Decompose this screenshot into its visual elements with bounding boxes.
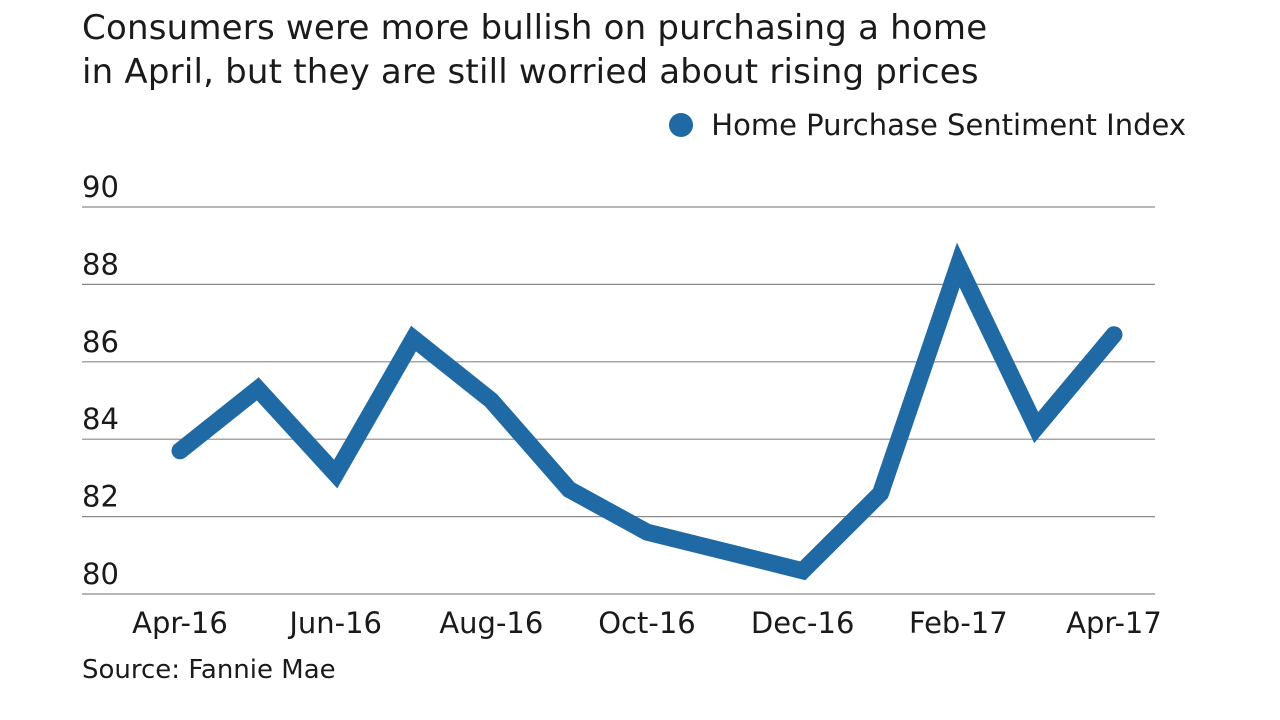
y-tick-label: 84 [82,402,119,436]
y-tick-label: 88 [82,247,119,281]
x-tick-label: Aug-16 [439,606,543,640]
y-tick-label: 86 [82,325,119,359]
legend-marker-icon [669,113,694,137]
data-point [724,550,726,552]
series-line-0 [171,242,1123,581]
data-point [413,338,414,340]
chart-title-line-2: in April, but they are still worried abo… [82,52,979,92]
series-group [171,242,1123,581]
x-tick-label: Jun-16 [287,606,382,640]
y-tick-label: 82 [82,480,119,514]
x-tick-label: Dec-16 [751,606,854,640]
x-tick-label: Apr-17 [1066,606,1162,640]
x-tick-label: Apr-16 [132,606,228,640]
chart-title-line-1: Consumers were more bullish on purchasin… [82,8,988,48]
data-point [646,531,648,533]
y-axis-labels: 80 82 84 86 88 90 [82,170,119,591]
data-point [257,388,259,390]
source-note: Source: Fannie Mae [82,655,336,685]
data-point [335,473,337,475]
data-point [179,450,181,452]
data-point [802,570,804,572]
chart-title: Consumers were more bullish on purchasin… [82,6,1202,94]
data-point [568,489,570,491]
x-tick-label: Oct-16 [598,606,696,640]
data-point [880,492,881,494]
data-point [1035,427,1037,429]
y-tick-label: 90 [82,170,119,204]
y-tick-label: 80 [82,557,119,591]
x-tick-label: Feb-17 [909,606,1008,640]
legend-label: Home Purchase Sentiment Index [711,108,1186,142]
data-point [490,400,492,401]
data-point [957,264,959,266]
x-axis-labels: Apr-16 Jun-16 Aug-16 Oct-16 Dec-16 Feb-17 Apr-… [132,606,1162,640]
data-point [1113,334,1115,336]
legend: Home Purchase Sentiment Index [669,108,1186,142]
